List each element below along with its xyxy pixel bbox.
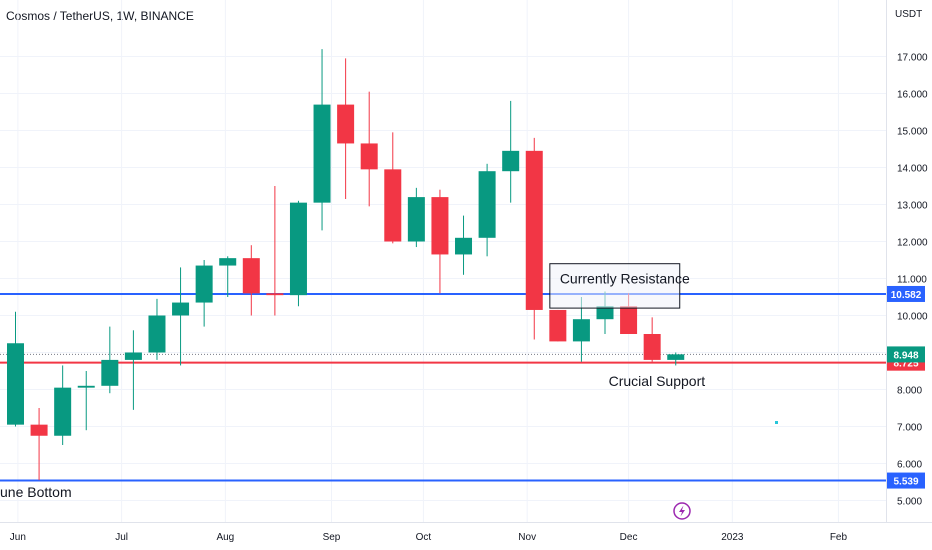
level-label-june-bottom: 5.539	[893, 477, 918, 488]
x-tick-label: Sep	[323, 532, 341, 543]
candle-body	[77, 385, 95, 388]
candle	[549, 309, 567, 342]
price-levels	[0, 292, 886, 482]
currency-label: USDT	[895, 9, 923, 20]
candle-body	[337, 104, 355, 144]
candle-body	[313, 104, 331, 203]
y-tick-label: 17.000	[897, 53, 928, 64]
candle	[431, 189, 449, 294]
y-tick-label: 7.000	[897, 423, 922, 434]
level-label-support: 8.725	[893, 359, 918, 370]
candle-body	[572, 319, 590, 342]
x-tick-label: Feb	[830, 532, 848, 543]
candle	[289, 200, 307, 307]
x-tick-label: 2023	[721, 532, 744, 543]
candle	[101, 326, 119, 394]
y-tick-label: 16.000	[897, 90, 928, 101]
y-tick-label: 13.000	[897, 201, 928, 212]
candle	[525, 137, 543, 340]
candle	[219, 256, 237, 297]
candle	[148, 298, 166, 360]
candle-body	[172, 302, 190, 316]
candle-body	[525, 150, 543, 310]
y-tick-label: 6.000	[897, 460, 922, 471]
x-tick-label: Oct	[416, 532, 432, 543]
candle	[54, 365, 72, 445]
candle	[384, 132, 402, 244]
lightning-icon[interactable]	[673, 502, 691, 520]
y-tick-label: 12.000	[897, 238, 928, 249]
candle-body	[549, 309, 567, 342]
candle-body	[124, 352, 142, 360]
last-price-label: 8.948	[893, 350, 918, 361]
june-bottom-text: une Bottom	[0, 484, 72, 500]
y-tick-label: 14.000	[897, 164, 928, 175]
candle	[407, 187, 425, 248]
candle	[195, 260, 213, 327]
candle-body	[384, 169, 402, 242]
candle	[360, 91, 378, 207]
y-tick-label: 11.000	[897, 275, 927, 286]
candle-body	[7, 343, 24, 425]
candle	[242, 245, 260, 316]
candle-body	[455, 237, 473, 255]
x-tick-label: Jul	[115, 532, 128, 543]
candle	[455, 215, 473, 275]
candle-body	[620, 306, 638, 334]
candle-body	[407, 197, 425, 242]
candle	[502, 100, 520, 203]
grid	[0, 0, 932, 523]
candle-body	[478, 171, 496, 238]
y-tick-label: 15.000	[897, 127, 928, 138]
chart-title: Cosmos / TetherUS, 1W, BINANCE	[6, 9, 194, 23]
x-tick-label: Aug	[216, 532, 234, 543]
support-text: Crucial Support	[609, 373, 706, 389]
candle	[172, 267, 190, 366]
y-tick-label: 10.000	[897, 312, 928, 323]
candle	[313, 49, 331, 231]
candle-body	[148, 315, 166, 353]
level-label-resistance: 10.582	[891, 290, 922, 301]
marker-dot	[775, 421, 778, 424]
candle	[77, 371, 95, 431]
candle	[643, 317, 661, 362]
candle-body	[242, 258, 260, 294]
y-tick-label: 5.000	[897, 497, 922, 508]
candle-body	[502, 150, 520, 172]
level-label-bg-june-bottom	[887, 472, 925, 489]
candle	[337, 58, 355, 199]
candle	[30, 408, 48, 481]
time-axis[interactable]: Jun Jul Aug Sep Oct Nov Dec 2023 Feb	[10, 532, 848, 543]
candle	[124, 330, 142, 410]
candle-body	[30, 424, 48, 436]
candle	[667, 352, 685, 366]
candle-body	[101, 359, 119, 386]
resistance-box	[549, 263, 681, 309]
last-price-label-bg	[887, 346, 925, 363]
candle	[478, 163, 496, 257]
candle-body	[195, 265, 213, 303]
candle-body	[667, 354, 685, 360]
x-tick-label: Nov	[518, 532, 536, 543]
candle-body	[266, 293, 284, 296]
candle	[266, 186, 284, 316]
candle-body	[431, 197, 449, 255]
annotations: Currently Resistance Crucial Support une B…	[0, 263, 778, 520]
x-tick-label: Dec	[620, 532, 638, 543]
candle-body	[643, 334, 661, 360]
price-axis[interactable]: 5.0006.0007.0008.0009.00010.00011.00012.…	[887, 53, 928, 508]
candle	[7, 311, 24, 427]
y-tick-label: 8.000	[897, 386, 922, 397]
lightning-icon-bolt	[679, 505, 685, 517]
candle-body	[289, 202, 307, 296]
candle-body	[54, 387, 72, 436]
level-label-bg-resistance	[887, 285, 925, 302]
candle-body	[596, 306, 614, 320]
candles	[7, 49, 685, 481]
candle-body	[360, 143, 378, 170]
x-tick-label: Jun	[10, 532, 26, 543]
resistance-text: Currently Resistance	[560, 271, 690, 287]
candle-body	[219, 258, 237, 266]
